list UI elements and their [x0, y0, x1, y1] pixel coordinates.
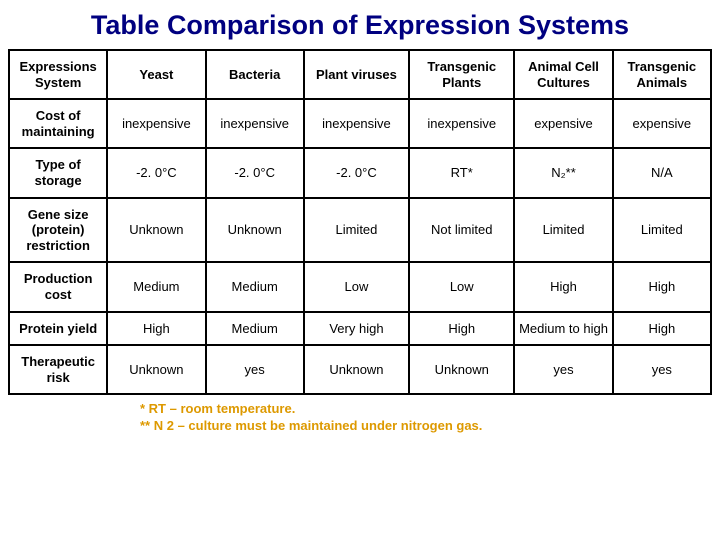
table-cell: Low — [304, 262, 409, 311]
row-header: Therapeutic risk — [9, 345, 107, 394]
table-cell: yes — [613, 345, 711, 394]
page-title: Table Comparison of Expression Systems — [0, 0, 720, 49]
table-cell: Medium — [206, 262, 304, 311]
row-header: Protein yield — [9, 312, 107, 346]
table-cell: Limited — [514, 198, 612, 263]
table-cell: expensive — [613, 99, 711, 148]
table-cell: Unknown — [107, 345, 205, 394]
table-cell: Not limited — [409, 198, 514, 263]
table-cell: Medium — [206, 312, 304, 346]
footnotes: * RT – room temperature. ** N 2 – cultur… — [0, 395, 720, 435]
table-cell: Unknown — [206, 198, 304, 263]
table-cell: High — [409, 312, 514, 346]
table-row: Protein yieldHighMediumVery highHighMedi… — [9, 312, 711, 346]
col-header-1: Yeast — [107, 50, 205, 99]
table-cell: Limited — [613, 198, 711, 263]
table-cell: -2. 0°C — [206, 148, 304, 197]
table-cell: Limited — [304, 198, 409, 263]
table-row: Production costMediumMediumLowLowHighHig… — [9, 262, 711, 311]
footnote-1: * RT – room temperature. — [140, 401, 720, 418]
table-cell: -2. 0°C — [304, 148, 409, 197]
comparison-table: Expressions System Yeast Bacteria Plant … — [8, 49, 712, 395]
table-cell: High — [613, 312, 711, 346]
table-cell: yes — [206, 345, 304, 394]
table-cell: inexpensive — [304, 99, 409, 148]
table-header-row: Expressions System Yeast Bacteria Plant … — [9, 50, 711, 99]
row-header: Type of storage — [9, 148, 107, 197]
table-cell: High — [107, 312, 205, 346]
table-cell: -2. 0°C — [107, 148, 205, 197]
table-row: Therapeutic riskUnknownyesUnknownUnknown… — [9, 345, 711, 394]
col-header-5: Animal Cell Cultures — [514, 50, 612, 99]
footnote-2: ** N 2 – culture must be maintained unde… — [140, 418, 720, 435]
table-cell: inexpensive — [206, 99, 304, 148]
table-cell: Medium — [107, 262, 205, 311]
col-header-2: Bacteria — [206, 50, 304, 99]
table-cell: High — [613, 262, 711, 311]
table-cell: inexpensive — [107, 99, 205, 148]
table-cell: Low — [409, 262, 514, 311]
table-row: Cost of maintaininginexpensiveinexpensiv… — [9, 99, 711, 148]
table-cell: N₂** — [514, 148, 612, 197]
col-header-0: Expressions System — [9, 50, 107, 99]
table-cell: Unknown — [107, 198, 205, 263]
table-cell: Medium to high — [514, 312, 612, 346]
table-cell: expensive — [514, 99, 612, 148]
table-body: Cost of maintaininginexpensiveinexpensiv… — [9, 99, 711, 394]
table-cell: Unknown — [304, 345, 409, 394]
row-header: Production cost — [9, 262, 107, 311]
table-row: Type of storage-2. 0°C-2. 0°C-2. 0°CRT*N… — [9, 148, 711, 197]
table-cell: Unknown — [409, 345, 514, 394]
table-cell: RT* — [409, 148, 514, 197]
col-header-4: Transgenic Plants — [409, 50, 514, 99]
table-cell: High — [514, 262, 612, 311]
col-header-6: Transgenic Animals — [613, 50, 711, 99]
table-row: Gene size (protein) restrictionUnknownUn… — [9, 198, 711, 263]
table-cell: N/A — [613, 148, 711, 197]
table-cell: yes — [514, 345, 612, 394]
row-header: Cost of maintaining — [9, 99, 107, 148]
table-cell: Very high — [304, 312, 409, 346]
col-header-3: Plant viruses — [304, 50, 409, 99]
row-header: Gene size (protein) restriction — [9, 198, 107, 263]
table-cell: inexpensive — [409, 99, 514, 148]
